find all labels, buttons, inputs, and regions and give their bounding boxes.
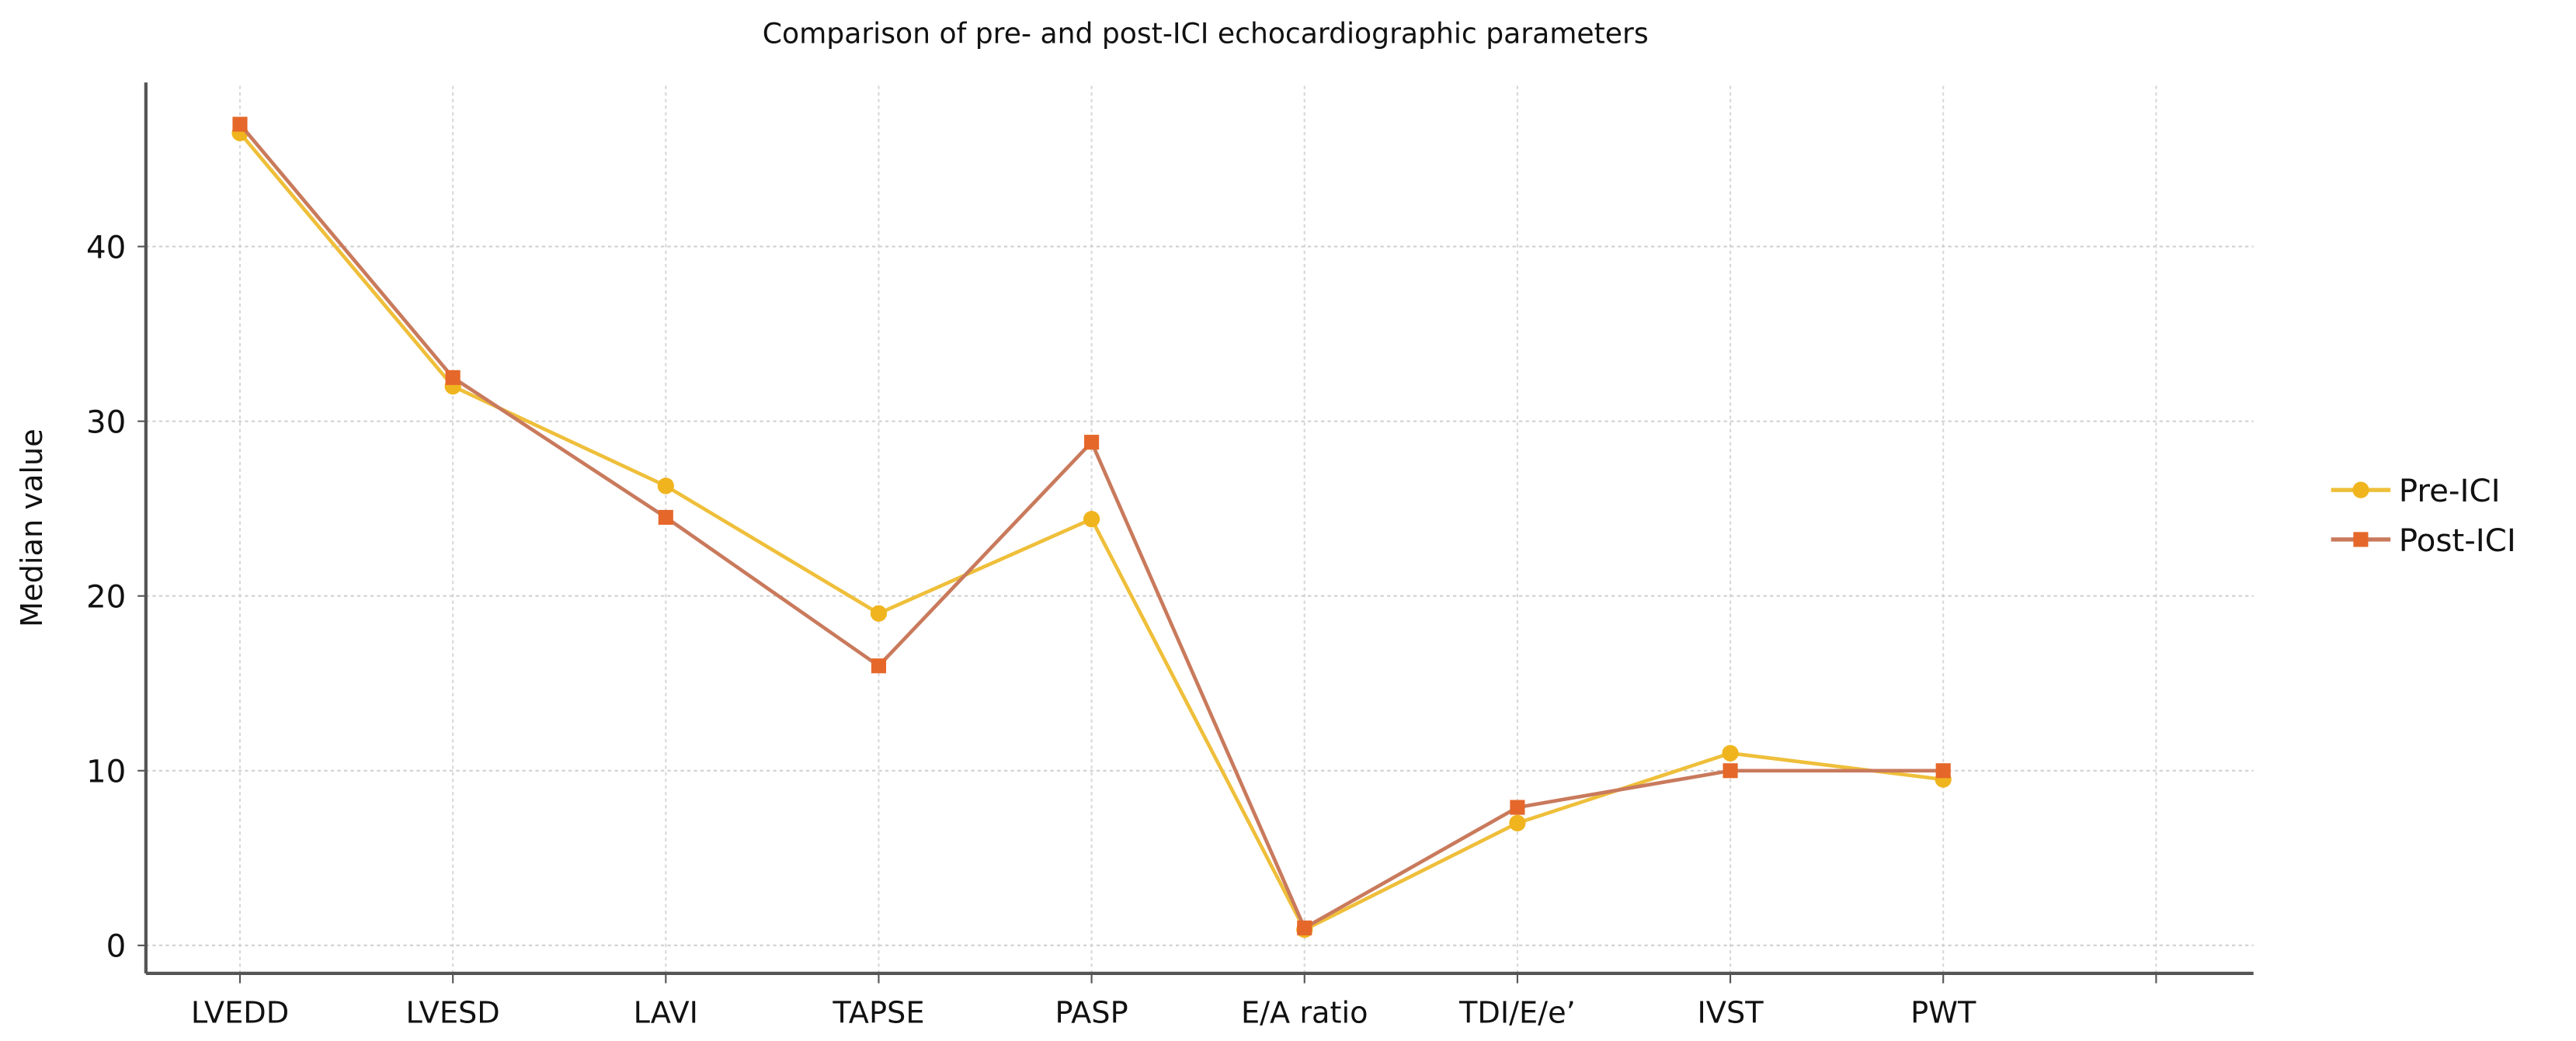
y-tick-label: 0 [106, 928, 127, 965]
data-point-pre-ici [1509, 814, 1526, 831]
legend: Pre-ICI Post-ICI [2331, 473, 2516, 559]
y-tick-label: 30 [86, 404, 126, 441]
data-point-post-ici [232, 116, 248, 132]
legend-marker-square [2353, 532, 2369, 547]
data-point-pre-ici [657, 477, 674, 494]
data-point-post-ici [1723, 763, 1738, 779]
y-tick-label: 40 [86, 229, 126, 265]
x-tick-label: TAPSE [832, 996, 924, 1031]
x-tick-label: PASP [1055, 996, 1128, 1031]
x-tick-label: LVESD [406, 996, 500, 1031]
x-tick-label: PWT [1910, 996, 1976, 1031]
data-point-post-ici [871, 658, 887, 674]
data-point-post-ici [445, 370, 461, 385]
grid [145, 85, 2254, 973]
data-point-post-ici [1935, 763, 1951, 779]
data-point-post-ici [658, 509, 673, 525]
tick-labels: 0 10 20 30 40 LVEDD LVESD LAVI TAPSE PASP E/A rati… [86, 229, 1976, 1030]
y-axis-label: Median value [15, 429, 50, 627]
data-point-pre-ici [1722, 744, 1739, 762]
data-point-pre-ici [1083, 511, 1100, 528]
series-layer [231, 116, 1952, 939]
data-point-post-ici [1084, 435, 1100, 450]
y-tick-label: 10 [86, 754, 126, 790]
chart-title: Comparison of pre- and post-ICI echocard… [763, 16, 1649, 50]
data-point-post-ici [1297, 920, 1312, 935]
legend-label: Pre-ICI [2399, 473, 2501, 509]
x-tick-label: LAVI [634, 996, 698, 1031]
axes [137, 82, 2254, 984]
x-tick-label: E/A ratio [1241, 996, 1368, 1031]
legend-label: Post-ICI [2399, 522, 2516, 559]
data-point-post-ici [1510, 800, 1525, 815]
x-tick-label: TDI/E/e’ [1458, 996, 1576, 1031]
x-tick-label: LVEDD [191, 996, 289, 1031]
x-tick-label: IVST [1698, 996, 1764, 1031]
legend-marker-circle [2352, 481, 2369, 498]
data-point-pre-ici [870, 605, 888, 622]
y-tick-label: 20 [86, 579, 126, 616]
